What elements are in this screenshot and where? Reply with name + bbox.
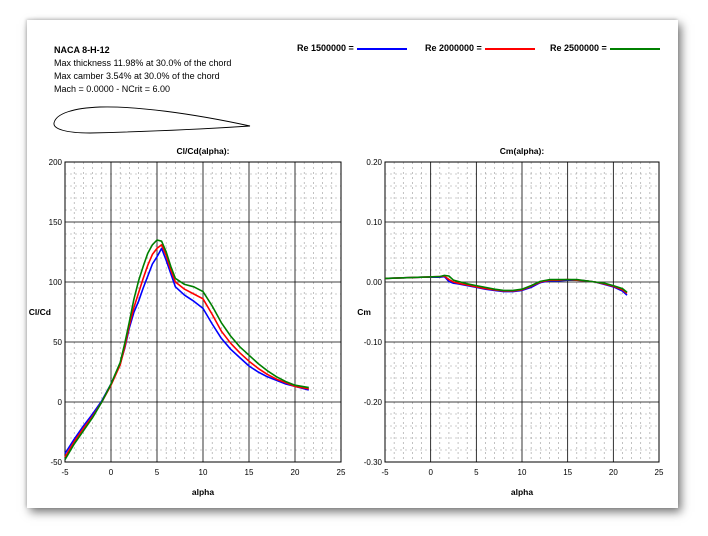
y-tick-label: 150 [49, 218, 63, 227]
plot-frame [64, 161, 342, 463]
chart-title: Cm(alpha): [500, 146, 545, 156]
airfoil-name: NACA 8-H-12 [54, 45, 110, 55]
x-tick-label: 10 [518, 468, 527, 477]
legend-swatch [484, 47, 535, 50]
series-line-re-2500000 [64, 239, 309, 461]
y-tick-label: -0.20 [364, 398, 383, 407]
y-tick-label: 0.00 [366, 278, 382, 287]
y-tick-label: 0 [58, 398, 63, 407]
airfoil-info: NACA 8-H-12 Max thickness 11.98% at 30.0… [54, 44, 231, 96]
x-tick-label: 0 [428, 468, 433, 477]
cm-chart: -5 0 5 10 15 20 25 -0.30 -0.20 -0.10 0.00 0.10 0.20 C… [357, 146, 664, 497]
legend-label: Re 2000000 = [425, 43, 482, 53]
series-line-re-2000000 [64, 244, 309, 458]
y-tick-label: 50 [53, 338, 62, 347]
y-tick-label: -50 [50, 458, 62, 467]
conditions-text: Mach = 0.0000 - NCrit = 6.00 [54, 84, 171, 94]
x-axis-label: alpha [192, 487, 214, 497]
chart-title: Cl/Cd(alpha): [177, 146, 230, 156]
camber-text: Max camber 3.54% at 30.0% of the chord [54, 71, 220, 81]
x-tick-label: 25 [655, 468, 664, 477]
y-tick-label: 100 [49, 278, 63, 287]
series-line-re-2500000 [384, 274, 628, 293]
x-tick-label: 20 [291, 468, 300, 477]
legend-item-re1500000: Re 1500000 = [297, 43, 407, 53]
x-tick-label: 20 [609, 468, 618, 477]
airfoil-outline [53, 106, 251, 134]
x-tick-label: -5 [61, 468, 69, 477]
y-tick-label: 200 [49, 158, 63, 167]
x-tick-label: 0 [109, 468, 114, 477]
y-axis-label: Cl/Cd [29, 307, 51, 317]
x-tick-label: 15 [563, 468, 572, 477]
x-tick-label: 25 [337, 468, 346, 477]
x-tick-label: 5 [474, 468, 479, 477]
plot-sheet [27, 20, 678, 508]
x-tick-label: 10 [199, 468, 208, 477]
legend-item-re2000000: Re 2000000 = [425, 43, 535, 53]
y-axis-label: Cm [357, 307, 371, 317]
legend-label: Re 1500000 = [297, 43, 354, 53]
y-tick-label: 0.10 [366, 218, 382, 227]
legend-swatch [609, 47, 660, 50]
clcd-chart: -5 0 5 10 15 20 25-50050100150200Cl/Cd(alpha):… [29, 146, 346, 497]
y-tick-label: -0.10 [364, 338, 383, 347]
plot-frame [384, 161, 660, 463]
legend-swatch [356, 47, 407, 50]
legend-label: Re 2500000 = [550, 43, 607, 53]
y-tick-label: -0.30 [364, 458, 383, 467]
y-tick-label: 0.20 [366, 158, 382, 167]
x-tick-label: 15 [245, 468, 254, 477]
thickness-text: Max thickness 11.98% at 30.0% of the cho… [54, 58, 232, 68]
x-tick-label: -5 [381, 468, 389, 477]
x-tick-label: 5 [155, 468, 160, 477]
legend-item-re2500000: Re 2500000 = [550, 43, 660, 53]
x-axis-label: alpha [511, 487, 533, 497]
